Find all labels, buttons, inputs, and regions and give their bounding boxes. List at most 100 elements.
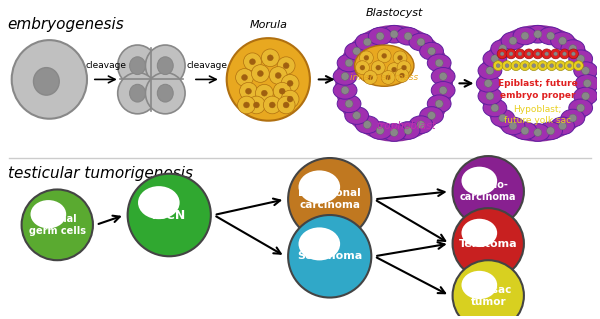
Ellipse shape xyxy=(273,82,291,100)
Ellipse shape xyxy=(556,61,566,70)
Ellipse shape xyxy=(551,49,560,59)
Ellipse shape xyxy=(439,72,447,80)
Ellipse shape xyxy=(245,88,251,94)
Ellipse shape xyxy=(279,88,285,94)
Ellipse shape xyxy=(368,75,373,80)
Ellipse shape xyxy=(227,38,310,121)
Ellipse shape xyxy=(478,87,502,105)
Ellipse shape xyxy=(496,64,500,68)
Ellipse shape xyxy=(396,122,420,139)
Ellipse shape xyxy=(392,67,397,72)
Ellipse shape xyxy=(337,95,361,113)
Ellipse shape xyxy=(569,50,593,68)
Ellipse shape xyxy=(532,64,536,68)
Ellipse shape xyxy=(364,70,377,84)
Ellipse shape xyxy=(281,75,299,92)
Ellipse shape xyxy=(355,45,414,86)
Ellipse shape xyxy=(419,42,443,60)
Text: cleavage: cleavage xyxy=(187,61,227,70)
Ellipse shape xyxy=(31,200,66,228)
Ellipse shape xyxy=(277,96,295,114)
Ellipse shape xyxy=(345,59,353,67)
Ellipse shape xyxy=(551,117,574,135)
Ellipse shape xyxy=(269,67,287,84)
Ellipse shape xyxy=(288,158,371,241)
Ellipse shape xyxy=(281,90,299,108)
Text: embryogenesis: embryogenesis xyxy=(8,17,124,32)
Ellipse shape xyxy=(118,72,157,114)
Ellipse shape xyxy=(527,52,531,56)
Ellipse shape xyxy=(251,65,269,82)
Ellipse shape xyxy=(520,61,530,70)
Text: Embryonal
carcinoma: Embryonal carcinoma xyxy=(298,188,361,210)
Ellipse shape xyxy=(491,55,499,63)
Ellipse shape xyxy=(345,42,368,60)
Ellipse shape xyxy=(502,61,512,70)
Ellipse shape xyxy=(333,81,357,99)
Text: Epiblast; future
embryo proper: Epiblast; future embryo proper xyxy=(498,79,578,100)
Ellipse shape xyxy=(515,49,525,59)
Ellipse shape xyxy=(250,59,256,65)
Ellipse shape xyxy=(523,64,527,68)
Ellipse shape xyxy=(130,57,145,75)
Ellipse shape xyxy=(269,102,275,108)
Ellipse shape xyxy=(534,30,542,38)
Ellipse shape xyxy=(242,75,247,80)
Ellipse shape xyxy=(387,63,401,77)
Ellipse shape xyxy=(409,116,433,134)
Ellipse shape xyxy=(244,102,250,108)
Ellipse shape xyxy=(382,124,406,141)
Ellipse shape xyxy=(561,40,584,57)
Ellipse shape xyxy=(364,121,371,129)
Ellipse shape xyxy=(11,40,87,119)
Ellipse shape xyxy=(262,90,268,96)
Ellipse shape xyxy=(287,96,293,102)
Ellipse shape xyxy=(128,174,211,256)
Ellipse shape xyxy=(545,52,548,56)
Ellipse shape xyxy=(499,114,507,122)
Ellipse shape xyxy=(461,167,497,195)
Ellipse shape xyxy=(526,124,550,141)
Ellipse shape xyxy=(501,117,525,135)
Ellipse shape xyxy=(145,45,185,86)
Ellipse shape xyxy=(262,49,279,67)
Ellipse shape xyxy=(396,27,420,45)
Ellipse shape xyxy=(390,129,398,137)
Ellipse shape xyxy=(428,112,436,119)
Ellipse shape xyxy=(493,61,503,70)
Ellipse shape xyxy=(481,26,595,140)
Ellipse shape xyxy=(395,69,409,82)
Ellipse shape xyxy=(439,86,447,94)
Ellipse shape xyxy=(22,189,93,260)
Ellipse shape xyxy=(569,114,577,122)
Ellipse shape xyxy=(283,102,289,108)
Ellipse shape xyxy=(236,69,253,86)
Ellipse shape xyxy=(371,61,385,75)
Ellipse shape xyxy=(500,52,504,56)
Ellipse shape xyxy=(247,96,265,114)
Ellipse shape xyxy=(368,122,392,139)
Ellipse shape xyxy=(547,127,554,135)
Ellipse shape xyxy=(452,156,524,227)
Ellipse shape xyxy=(577,64,580,68)
Ellipse shape xyxy=(386,75,391,80)
Text: Teratoma: Teratoma xyxy=(459,239,518,249)
Ellipse shape xyxy=(497,49,507,59)
Ellipse shape xyxy=(337,26,452,140)
Ellipse shape xyxy=(431,81,455,99)
Ellipse shape xyxy=(337,54,361,72)
Ellipse shape xyxy=(484,79,492,87)
Ellipse shape xyxy=(382,53,386,58)
Ellipse shape xyxy=(130,84,145,102)
Ellipse shape xyxy=(565,61,574,70)
Ellipse shape xyxy=(145,72,185,114)
Ellipse shape xyxy=(353,112,361,119)
Ellipse shape xyxy=(581,92,590,100)
Ellipse shape xyxy=(345,100,353,108)
Ellipse shape xyxy=(435,100,443,108)
Ellipse shape xyxy=(404,127,412,134)
Text: Seminoma: Seminoma xyxy=(297,251,362,261)
Ellipse shape xyxy=(341,72,349,80)
Ellipse shape xyxy=(345,107,368,124)
Ellipse shape xyxy=(521,127,529,135)
